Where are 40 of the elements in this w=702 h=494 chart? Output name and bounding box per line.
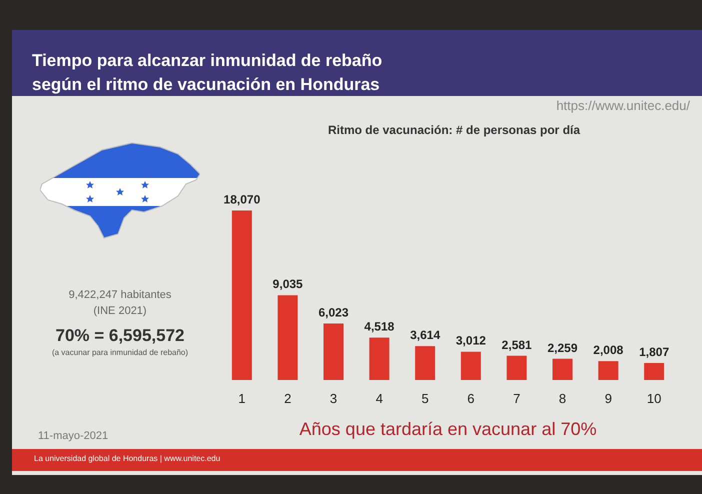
bar	[415, 346, 436, 380]
data-label: 3,012	[456, 334, 486, 348]
text: (INE 2021)	[93, 305, 147, 317]
bar	[506, 356, 527, 380]
bar	[324, 324, 344, 380]
data-label: 2,259	[547, 340, 578, 355]
text: 9,422,247 habitantes	[68, 289, 172, 301]
x-tick-label: 2	[284, 391, 292, 406]
bar	[278, 295, 298, 380]
data-label: 4,518	[364, 320, 395, 334]
bar	[552, 358, 572, 380]
x-tick-label: 4	[376, 391, 383, 406]
text: La universidad global de Honduras | www.unitec.edu	[34, 454, 220, 463]
text: 70% = 6,595,572	[55, 326, 185, 346]
data-label: 2,008	[593, 343, 624, 358]
text: (a vacunar para inmunidad de rebaño)	[52, 348, 188, 357]
x-tick-label: 1	[238, 391, 246, 406]
bar	[644, 363, 664, 380]
x-tick-label: 6	[467, 391, 475, 406]
data-label: 6,023	[318, 306, 349, 320]
data-label: 18,070	[224, 192, 261, 206]
x-tick-label: 7	[513, 391, 520, 406]
bar	[232, 210, 252, 380]
x-tick-label: 3	[330, 391, 338, 406]
chart-title: Tiempo para alcanzar inmunidad de rebaño según el ritmo de vacunación en Honduras	[32, 50, 382, 96]
text: 11-mayo-2021	[38, 430, 108, 442]
data-label: 3,614	[410, 328, 440, 342]
x-axis-title: Años que tardaría en vacunar al 70%	[299, 419, 597, 439]
data-label: 9,035	[272, 277, 304, 292]
text: https://www.unitec.edu/	[556, 98, 690, 113]
bar	[460, 352, 481, 380]
text: Ritmo de vacunación: # de personas por día	[328, 123, 580, 137]
x-tick-label: 8	[558, 391, 566, 406]
data-label: 2,581	[502, 338, 532, 352]
bar	[598, 361, 618, 380]
x-tick-label: 10	[646, 391, 662, 406]
x-tick-label: 9	[604, 391, 612, 406]
x-tick-label: 5	[421, 391, 429, 406]
data-label: 1,807	[639, 345, 670, 360]
bar	[369, 338, 390, 380]
